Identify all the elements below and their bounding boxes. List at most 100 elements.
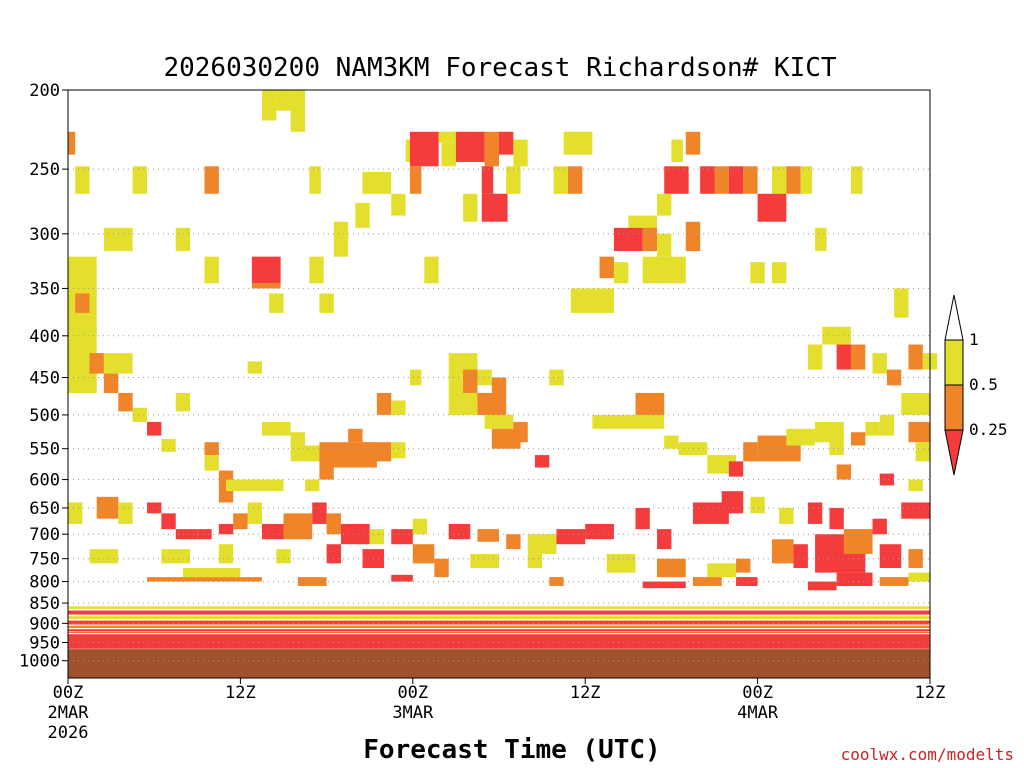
ri-cell-51: [771, 262, 787, 284]
ri-cell-112: [865, 421, 880, 436]
x-tick-date-4: 4MAR: [737, 703, 779, 723]
ri-cell-54: [204, 256, 219, 284]
y-tick-label-850: 850: [29, 594, 60, 614]
ri-cell-87: [391, 400, 406, 415]
ri-cell-156: [721, 491, 744, 514]
ri-cell-55: [251, 256, 281, 284]
y-tick-label-750: 750: [29, 550, 60, 570]
ri-cell-30: [700, 166, 715, 194]
ri-cell-21: [481, 193, 508, 222]
x-tick-label-3: 12Z: [570, 683, 601, 703]
ri-cell-77: [290, 432, 306, 446]
ri-cell-102: [664, 435, 679, 449]
ri-cell-115: [901, 392, 930, 415]
ri-cell-56: [251, 283, 281, 289]
ri-cell-179: [606, 553, 636, 573]
ri-cell-91: [477, 369, 492, 386]
y-tick-label-250: 250: [29, 160, 60, 180]
ri-cell-190: [736, 577, 758, 586]
ri-cell-136: [218, 523, 234, 535]
ri-cell-183: [147, 577, 262, 582]
ri-cell-38: [757, 193, 787, 222]
ri-cell-122: [872, 353, 887, 374]
ri-cell-159: [807, 502, 823, 524]
x-tick-label-5: 12Z: [915, 683, 946, 703]
ri-cell-193: [879, 577, 909, 586]
ri-cell-138: [247, 502, 262, 524]
ri-cell-93: [477, 392, 507, 415]
ri-cell-43: [657, 233, 672, 257]
colorbar-label-2: 0.25: [969, 420, 1008, 439]
ri-cell-170: [161, 549, 191, 564]
x-tick-label-2: 00Z: [397, 683, 428, 703]
ri-cell-72: [204, 442, 219, 456]
ri-cell-83: [319, 467, 334, 480]
ri-cell-58: [333, 221, 349, 257]
y-tick-label-900: 900: [29, 614, 60, 634]
ri-cell-133: [161, 513, 176, 530]
ri-cell-149: [506, 534, 521, 550]
ri-cell-154: [657, 529, 672, 550]
ri-cell-48: [570, 288, 614, 313]
ri-cell-148: [477, 529, 499, 542]
ri-cell-33: [743, 166, 758, 194]
streak-2: [68, 616, 930, 619]
ri-cell-146: [412, 518, 428, 535]
ri-cell-178: [527, 553, 543, 569]
ri-cell-139: [261, 523, 284, 540]
colorbar-bin-1: [944, 384, 964, 431]
ri-cell-46: [599, 256, 614, 279]
ri-cell-194: [908, 572, 930, 582]
ri-cell-23: [506, 166, 521, 194]
x-tick-year-0: 2026: [48, 723, 89, 743]
ri-cell-67: [118, 392, 133, 412]
ri-cell-105: [728, 461, 744, 477]
ri-cell-111: [850, 432, 866, 446]
ri-cell-52: [103, 227, 133, 252]
y-tick-label-650: 650: [29, 499, 60, 519]
ri-cell-75: [247, 361, 262, 374]
ri-cell-163: [771, 539, 794, 564]
ri-cell-169: [89, 549, 119, 564]
ri-cell-121: [850, 344, 866, 370]
streak-6: [68, 634, 930, 649]
colorbar-over-triangle: [944, 294, 964, 341]
ri-cell-27: [671, 139, 683, 162]
ri-cell-188: [642, 581, 686, 589]
ri-cell-151: [556, 529, 586, 545]
ri-cell-97: [534, 455, 550, 468]
plot-frame: [67, 89, 931, 679]
ri-cell-32: [728, 166, 744, 194]
ri-cell-22: [463, 193, 478, 222]
ri-cell-140: [283, 513, 313, 540]
ri-cell-29: [664, 166, 689, 194]
streak-5: [68, 629, 930, 634]
y-tick-label-350: 350: [29, 279, 60, 299]
ri-cell-180: [657, 558, 686, 578]
ri-cell-4: [75, 166, 90, 194]
ri-cell-113: [879, 414, 895, 436]
ri-cell-114: [886, 369, 902, 386]
ri-cell-50: [750, 262, 765, 284]
colorbar: 1 0.5 0.25: [944, 294, 1008, 476]
ri-cell-189: [692, 577, 722, 586]
ri-cell-6: [204, 166, 219, 194]
ri-cell-124: [908, 344, 923, 370]
y-tick-label-1000: 1000: [19, 652, 60, 672]
y-tick-label-300: 300: [29, 225, 60, 245]
ri-cell-71: [175, 392, 191, 412]
ri-cell-168: [908, 549, 923, 569]
ri-cell-192: [836, 572, 873, 586]
ri-cell-65: [103, 353, 133, 374]
streak-0: [68, 606, 930, 609]
ri-cell-155: [692, 502, 729, 524]
ri-cell-69: [147, 421, 162, 436]
ri-cell-36: [800, 166, 813, 194]
y-tick-label-200: 200: [29, 81, 60, 101]
ri-cell-175: [412, 544, 435, 564]
ri-cell-18: [513, 139, 528, 167]
ri-cell-101: [635, 392, 665, 415]
ri-cell-160: [829, 507, 844, 530]
ri-cell-9: [391, 193, 406, 216]
